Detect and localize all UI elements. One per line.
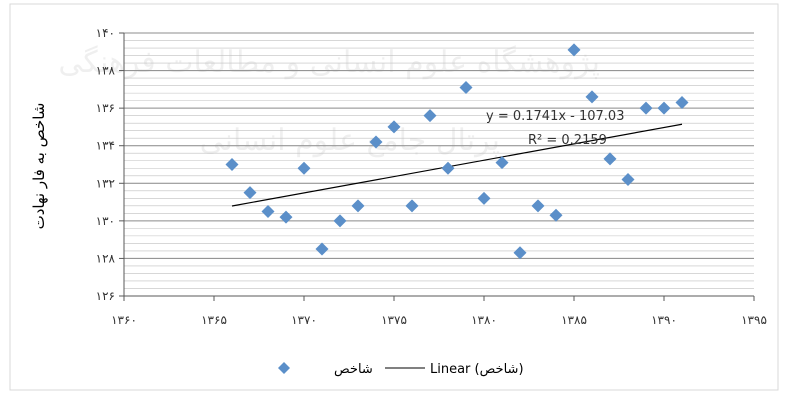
legend-series-label: شاخص	[334, 362, 373, 377]
data-point	[531, 199, 545, 213]
y-tick-label: ۱۳۰	[96, 214, 115, 228]
x-tick-label: ۱۳۷۰	[291, 313, 317, 327]
data-point	[387, 120, 401, 134]
y-tick-label: ۱۳۲	[96, 176, 115, 190]
y-tick-label: ۱۲۸	[96, 251, 116, 265]
y-tick-label: ۱۴۰	[96, 26, 115, 40]
legend-trendline-label: Linear (شاخص)	[430, 362, 524, 377]
data-point	[477, 191, 491, 205]
trendline	[231, 123, 683, 207]
data-point	[333, 214, 347, 228]
legend-marker-icon	[278, 362, 290, 374]
data-point	[261, 204, 275, 218]
chart-frame	[9, 3, 779, 391]
x-tick-label: ۱۳۶۵	[201, 313, 227, 327]
r-squared-label: R² = 0.2159	[528, 133, 607, 148]
watermark: پژوهشگاه علوم انسانی و مطالعات فرهنگی پر…	[58, 45, 600, 158]
trend-equation: y = 0.1741x - 107.03	[486, 109, 624, 124]
data-point	[315, 242, 329, 256]
data-point	[243, 186, 257, 200]
data-point	[279, 210, 293, 224]
data-point	[657, 101, 671, 115]
trendline-layer	[231, 123, 683, 207]
x-tick-label: ۱۳۷۵	[381, 313, 407, 327]
legend: شاخص Linear (شاخص)	[278, 362, 524, 377]
data-point	[441, 161, 455, 175]
data-point	[297, 161, 311, 175]
x-tick-label: ۱۳۹۰	[651, 313, 677, 327]
y-axis-title: شاخص به فار نهادت	[30, 103, 48, 230]
y-tick-label: ۱۳۴	[96, 139, 115, 153]
x-tick-label: ۱۳۸۵	[561, 313, 587, 327]
x-tick-label: ۱۳۶۰	[111, 313, 137, 327]
data-point	[423, 109, 437, 123]
watermark-line2: پرتال جامع علوم انسانی	[200, 123, 500, 158]
data-point	[621, 173, 635, 187]
y-tick-label: ۱۳۶	[96, 101, 115, 115]
data-points	[225, 43, 689, 260]
y-tick-label: ۱۳۸	[96, 64, 116, 78]
y-tick-label: ۱۲۶	[96, 289, 115, 303]
data-point	[225, 158, 239, 171]
data-point	[567, 43, 581, 57]
data-point	[639, 101, 653, 115]
annotations: y = 0.1741x - 107.03 R² = 0.2159	[486, 109, 624, 148]
axes: ۱۲۶ ۱۲۸ ۱۳۰ ۱۳۲ ۱۳۴ ۱۳۶ ۱۳۸ ۱۴۰ ۱۳۶۰ ۱۳۶۵ ۱۳۷۰ ۱۳۷۵…	[96, 26, 767, 327]
x-tick-label: ۱۳۹۵	[741, 313, 767, 327]
watermark-line1: پژوهشگاه علوم انسانی و مطالعات فرهنگی	[58, 45, 600, 80]
data-point	[585, 90, 599, 104]
data-point	[675, 96, 689, 110]
data-point	[405, 199, 419, 213]
data-point	[351, 199, 365, 213]
data-point	[459, 80, 473, 94]
data-point	[495, 156, 509, 170]
data-point	[603, 152, 617, 166]
x-tick-label: ۱۳۸۰	[471, 313, 497, 327]
data-point	[369, 135, 383, 149]
data-point	[549, 208, 563, 222]
data-point	[513, 246, 527, 260]
